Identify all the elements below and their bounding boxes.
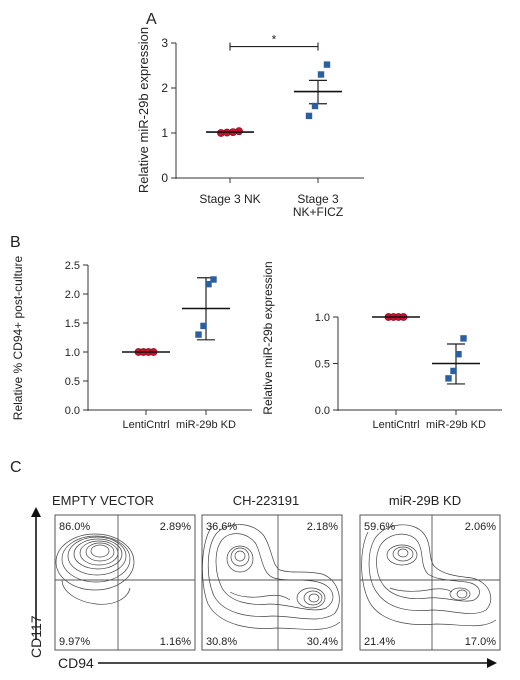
flow-1-top-left-percent: 86.0% bbox=[59, 521, 90, 533]
chart-a-data-point bbox=[323, 61, 331, 68]
flow-3-top-right-percent: 2.06% bbox=[465, 521, 496, 533]
chart-a-data-point bbox=[305, 112, 313, 120]
flow-2-bottom-right-percent: 30.4% bbox=[307, 636, 338, 648]
chart-a-y-tick-label: 3 bbox=[161, 36, 168, 50]
chart-b-right-y-tick-label: 1.0 bbox=[315, 312, 330, 324]
chart-a-data-point bbox=[317, 71, 325, 78]
chart-b-left-category-label: LentiCntrl bbox=[122, 419, 169, 431]
chart-b-left-category-label: miR-29b KD bbox=[176, 419, 236, 431]
flow-3-bottom-left-percent: 21.4% bbox=[364, 636, 395, 648]
chart-a: 0 1 2 3 Relative miR-29b expression Stage 3 N… bbox=[136, 27, 364, 219]
chart-a-category-label: Stage 3 NK bbox=[199, 192, 260, 206]
flow-title-empty-vector: EMPTY VECTOR bbox=[52, 493, 154, 508]
chart-b-right-y-tick-label: 0.5 bbox=[315, 359, 330, 371]
panel-label-c: C bbox=[10, 459, 22, 476]
panel-label-b: B bbox=[10, 234, 21, 251]
flow-3-bottom-right-percent: 17.0% bbox=[465, 636, 496, 648]
chart-b-right-category-label: LentiCntrl bbox=[372, 419, 419, 431]
flow-plot-1-contours bbox=[55, 533, 135, 605]
chart-b-left-data-point bbox=[200, 322, 207, 330]
chart-a-category-label: NK+FICZ bbox=[293, 205, 343, 219]
chart-a-data-point bbox=[235, 127, 243, 136]
chart-b-right: 0.0 0.5 1.0 Relative miR-29b expression Lent… bbox=[261, 261, 502, 431]
chart-b-left-y-tick-label: 2.0 bbox=[65, 289, 80, 301]
chart-a-y-axis-label: Relative miR-29b expression bbox=[136, 27, 151, 193]
flow-2-bottom-left-percent: 30.8% bbox=[206, 636, 237, 648]
chart-b-left-y-axis-label: Relative % CD94+ post-culture bbox=[11, 255, 25, 420]
chart-b-left-y-tick-label: 0.5 bbox=[65, 376, 80, 388]
chart-b-left-y-tick-label: 0.0 bbox=[65, 405, 80, 417]
chart-a-significance-star: * bbox=[272, 33, 277, 47]
flow-plot-2-frame bbox=[201, 514, 343, 651]
chart-b-left-data-point bbox=[195, 331, 202, 338]
flow-plot-2-gates bbox=[202, 515, 342, 650]
chart-b-left-data-point bbox=[205, 280, 212, 288]
flow-cytometry-panels: EMPTY VECTOR CH-223191 miR-29B KD bbox=[28, 493, 501, 671]
flow-2-top-right-percent: 2.18% bbox=[307, 521, 338, 533]
flow-title-ch-223191: CH-223191 bbox=[233, 493, 300, 508]
cd94-axis-label: CD94 bbox=[58, 655, 94, 671]
flow-1-bottom-left-percent: 9.97% bbox=[59, 636, 90, 648]
flow-1-top-right-percent: 2.89% bbox=[160, 521, 191, 533]
flow-plot-1-gates bbox=[55, 515, 195, 650]
chart-b-right-data-point bbox=[455, 351, 462, 358]
chart-a-y-tick-label: 2 bbox=[161, 81, 168, 95]
chart-b-right-y-axis-label: Relative miR-29b expression bbox=[261, 261, 275, 414]
chart-b-left-y-tick-label: 1.0 bbox=[65, 347, 80, 359]
chart-b-left: 0.0 0.5 1.0 1.5 2.0 2.5 Relative % CD94+ post-… bbox=[11, 255, 252, 431]
chart-b-left-y-tick-label: 1.5 bbox=[65, 318, 80, 330]
flow-title-mir-29b-kd: miR-29B KD bbox=[389, 493, 461, 508]
chart-a-data-point bbox=[311, 102, 319, 110]
chart-b-left-y-tick-label: 2.5 bbox=[65, 260, 80, 272]
chart-b-left-data-point bbox=[210, 276, 217, 283]
chart-a-y-tick-label: 1 bbox=[161, 126, 168, 140]
flow-plot-2-contours bbox=[202, 524, 341, 630]
flow-plot-3-gates bbox=[360, 515, 500, 650]
flow-plot-1-frame bbox=[54, 514, 196, 651]
flow-plot-3-frame bbox=[359, 514, 501, 651]
chart-b-right-data-point bbox=[460, 335, 467, 342]
chart-a-y-tick-label: 0 bbox=[161, 171, 168, 185]
flow-3-top-left-percent: 59.6% bbox=[364, 521, 395, 533]
chart-b-right-data-point bbox=[445, 375, 452, 382]
flow-plot-3-contours bbox=[361, 524, 497, 627]
chart-b-right-y-tick-label: 0.0 bbox=[315, 405, 330, 417]
panel-label-a: A bbox=[146, 11, 157, 28]
cd117-axis-label: CD117 bbox=[28, 615, 44, 658]
chart-a-category-label: Stage 3 bbox=[297, 192, 339, 206]
chart-b-right-category-label: miR-29b KD bbox=[426, 419, 486, 431]
flow-1-bottom-right-percent: 1.16% bbox=[160, 636, 191, 648]
chart-b-right-data-point bbox=[450, 367, 457, 375]
flow-2-top-left-percent: 36.6% bbox=[206, 521, 237, 533]
